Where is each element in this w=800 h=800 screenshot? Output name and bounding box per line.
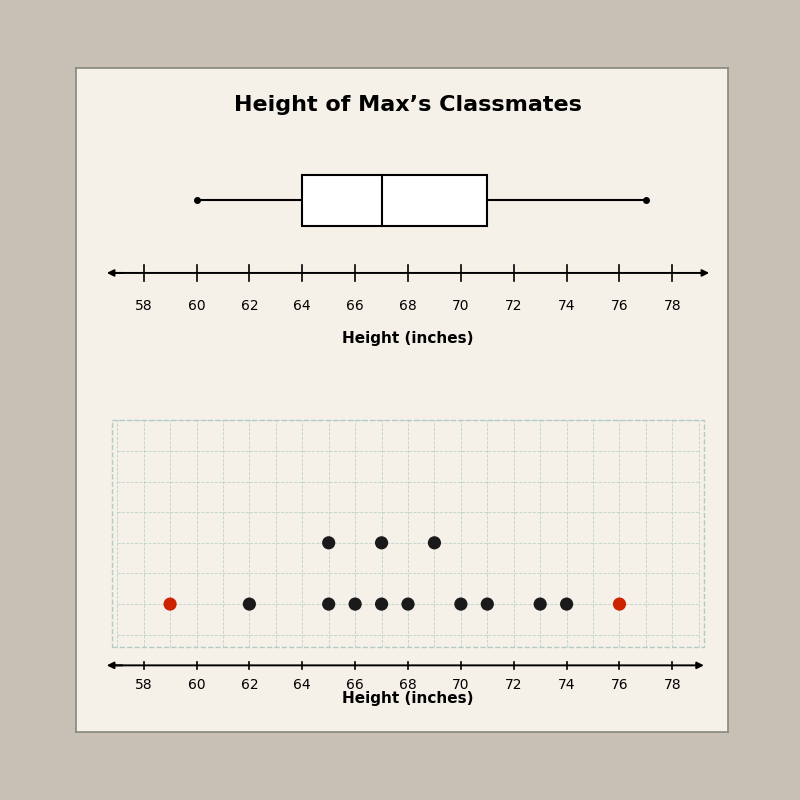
Text: 64: 64 bbox=[294, 299, 311, 314]
Text: 66: 66 bbox=[346, 678, 364, 692]
Text: 62: 62 bbox=[241, 299, 258, 314]
Text: 64: 64 bbox=[294, 678, 311, 692]
Point bbox=[243, 598, 256, 610]
Point bbox=[322, 537, 335, 550]
Point bbox=[560, 598, 573, 610]
Text: 78: 78 bbox=[663, 678, 681, 692]
Text: 70: 70 bbox=[452, 678, 470, 692]
FancyBboxPatch shape bbox=[302, 175, 487, 226]
Point bbox=[534, 598, 546, 610]
Text: 58: 58 bbox=[135, 299, 153, 314]
Text: 68: 68 bbox=[399, 299, 417, 314]
Text: 58: 58 bbox=[135, 678, 153, 692]
Text: 78: 78 bbox=[663, 299, 681, 314]
Text: 70: 70 bbox=[452, 299, 470, 314]
Text: 60: 60 bbox=[188, 299, 206, 314]
Point bbox=[164, 598, 177, 610]
Point bbox=[481, 598, 494, 610]
Text: 76: 76 bbox=[610, 299, 628, 314]
Point bbox=[454, 598, 467, 610]
Text: 76: 76 bbox=[610, 678, 628, 692]
Point bbox=[349, 598, 362, 610]
Point bbox=[613, 598, 626, 610]
Point bbox=[322, 598, 335, 610]
Text: 60: 60 bbox=[188, 678, 206, 692]
Text: 72: 72 bbox=[505, 299, 522, 314]
Text: Height (inches): Height (inches) bbox=[342, 331, 474, 346]
Title: Height of Max’s Classmates: Height of Max’s Classmates bbox=[234, 95, 582, 115]
Point bbox=[375, 537, 388, 550]
Text: 74: 74 bbox=[558, 678, 575, 692]
Point bbox=[428, 537, 441, 550]
Text: 66: 66 bbox=[346, 299, 364, 314]
Text: 72: 72 bbox=[505, 678, 522, 692]
Point bbox=[402, 598, 414, 610]
Text: Height (inches): Height (inches) bbox=[342, 691, 474, 706]
Text: 68: 68 bbox=[399, 678, 417, 692]
Point bbox=[375, 598, 388, 610]
Text: 74: 74 bbox=[558, 299, 575, 314]
Text: 62: 62 bbox=[241, 678, 258, 692]
